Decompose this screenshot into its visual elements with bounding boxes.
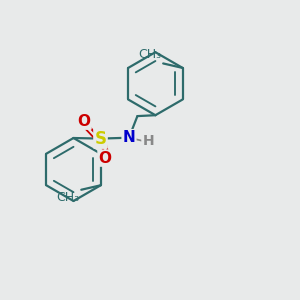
Text: S: S <box>94 130 106 148</box>
Text: H: H <box>142 134 154 148</box>
Text: O: O <box>77 114 91 129</box>
Text: CH₃: CH₃ <box>139 48 162 61</box>
Text: O: O <box>98 151 112 166</box>
Text: N: N <box>123 130 135 145</box>
Text: CH₃: CH₃ <box>56 191 79 204</box>
